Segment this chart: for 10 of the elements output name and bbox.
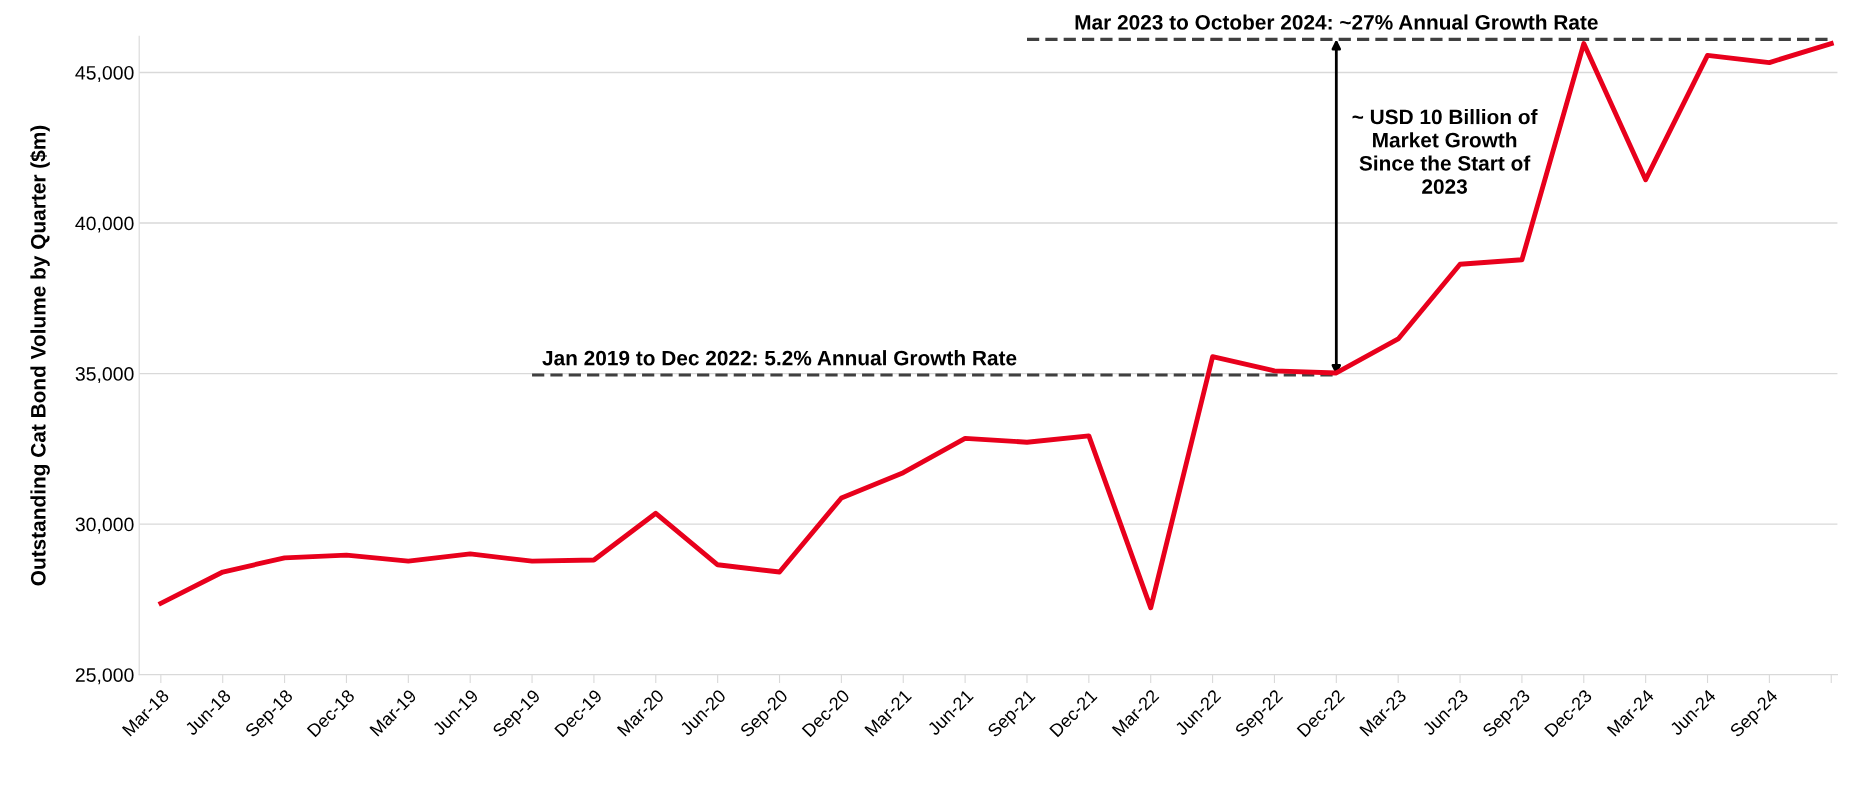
annotation: ~ USD 10 Billion of Market Growth Since the Start of 2023 (1352, 109, 1538, 194)
y-tick-label: 40,000 (75, 216, 134, 233)
y-tick-label: 25,000 (75, 668, 134, 685)
y-tick-label: 35,000 (75, 367, 134, 384)
y-axis-title: Outstanding Cat Bond Volume by Quarter ($m) (30, 125, 50, 586)
annotation: Mar 2023 to October 2024: ~27% Annual Growth Rate (1075, 14, 1598, 30)
y-tick-label: 45,000 (75, 65, 134, 83)
annotation: Jan 2019 to Dec 2022: 5.2% Annual Growth Rate (542, 350, 1017, 366)
line-series (158, 41, 1834, 611)
y-tick-label: 30,000 (75, 517, 134, 534)
